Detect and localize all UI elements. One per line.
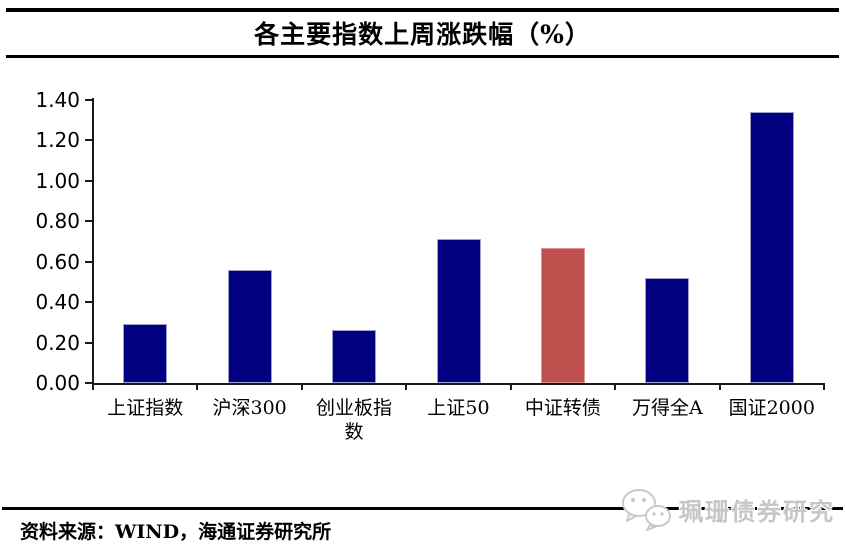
y-axis-label: 0.20 [35,330,80,355]
y-axis-tick [85,341,93,344]
x-axis-tick [614,383,617,390]
x-axis-line [92,383,825,385]
y-axis-tick [85,139,93,142]
bar-沪深300 [227,269,272,383]
y-axis-label: 1.40 [35,88,80,112]
x-axis-label: 创业板指数 [316,397,393,443]
chart-title: 各主要指数上周涨跌幅（%） [254,20,591,49]
y-axis-tick [85,99,93,101]
title-top-rule [6,8,839,12]
bar-万得全A [645,277,690,383]
footer-rule [2,507,843,510]
bar-上证50 [436,239,481,383]
title-bottom-rule [6,55,839,58]
x-axis-tick [823,383,825,390]
x-axis-tick [300,383,303,390]
y-axis-tick [85,220,93,223]
x-axis-label: 沪深300 [212,397,287,419]
y-axis-label: 0.00 [35,371,80,395]
y-axis-label: 0.40 [35,290,80,315]
bar-中证转债 [540,247,585,383]
y-axis-tick [85,382,93,384]
watermark-text: 珮珊债券研究 [679,496,835,526]
y-axis-tick [85,260,93,263]
x-axis-tick [405,383,408,390]
x-axis-label: 上证50 [427,397,490,419]
x-axis-tick [718,383,721,390]
x-axis-label: 国证2000 [728,397,815,419]
x-axis-tick [92,383,94,390]
x-axis-tick [509,383,512,390]
source-text: 资料来源：WIND，海通证券研究所 [20,521,332,543]
x-axis-label: 上证指数 [107,397,184,419]
bar-创业板指数 [332,330,377,383]
y-axis-tick [85,301,93,304]
y-axis-label: 1.20 [35,128,80,153]
bar-上证指数 [123,324,168,383]
x-axis-label: 万得全A [631,397,703,419]
wechat-chat-bubbles-icon [622,489,671,531]
y-axis-label: 0.60 [35,249,80,274]
watermark: 珮珊债券研究 [619,487,835,531]
x-axis-tick [196,383,199,390]
y-axis-label: 1.00 [35,168,80,193]
bar-国证2000 [749,112,794,383]
y-axis-tick [85,179,93,182]
y-axis-label: 0.80 [35,209,80,234]
y-axis-line [92,98,94,385]
x-axis-label: 中证转债 [524,397,601,419]
